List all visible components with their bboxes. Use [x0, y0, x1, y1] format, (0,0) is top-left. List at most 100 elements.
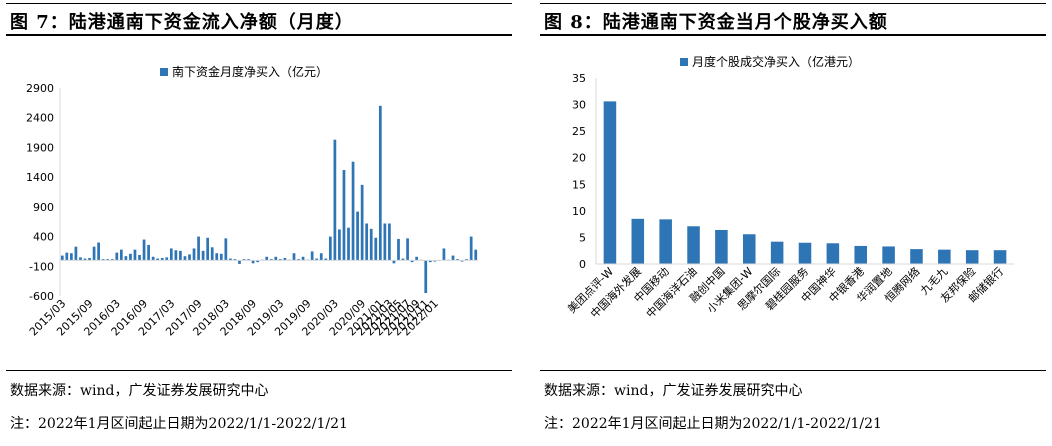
bar	[328, 236, 332, 261]
bar	[160, 257, 164, 261]
y-tick-label: 15	[572, 178, 586, 191]
bar	[151, 256, 155, 261]
bar	[124, 256, 128, 261]
bar	[388, 223, 391, 261]
bar	[465, 259, 469, 261]
right-figure-panel: 图 8：陆港通南下资金当月个股净买入额 月度个股成交净买入（亿港元） 0 5 10 1…	[534, 0, 1052, 446]
source-note: 数据来源：wind，广发证券发展研究中心	[544, 383, 803, 399]
bar	[274, 256, 278, 261]
top-rule	[540, 3, 1046, 4]
bar	[183, 256, 187, 261]
bar	[383, 223, 387, 261]
bar	[210, 247, 214, 261]
bar	[456, 259, 459, 261]
bar	[138, 254, 141, 261]
bar	[69, 253, 73, 261]
bar	[356, 211, 359, 261]
y-tick-label: 2900	[26, 82, 54, 95]
title-rule	[6, 34, 512, 36]
bar	[215, 253, 219, 261]
y-tick-label: 400	[33, 231, 54, 244]
bar	[301, 256, 305, 261]
bar	[238, 260, 241, 264]
bar-series	[603, 101, 1007, 264]
figure-title: 图 7：陆港通南下资金流入净额（月度）	[10, 12, 354, 33]
bar	[247, 259, 250, 261]
bar	[147, 244, 150, 261]
bar	[129, 253, 132, 261]
bar	[83, 258, 87, 261]
bar	[101, 259, 105, 261]
bar	[79, 257, 82, 261]
bar	[142, 239, 146, 261]
stock-net-buy-bar-chart: 月度个股成交净买入（亿港元） 0 5 10 15 20 25 30 35 美团点评-W中国海外…	[565, 54, 1014, 321]
bar	[715, 229, 728, 264]
bar	[192, 248, 196, 261]
bar	[770, 241, 784, 264]
legend-swatch	[160, 68, 168, 76]
y-tick-label: 1400	[26, 171, 54, 184]
bar	[392, 260, 396, 264]
bar	[74, 246, 78, 261]
bar	[119, 249, 123, 261]
y-tick-label: 20	[572, 152, 586, 165]
x-axis: 美团点评-W中国海外发展中国移动中国海洋石油融创中国小米集团-W思摩尔国际碧桂园…	[565, 263, 1014, 321]
bar	[297, 259, 300, 261]
chart-bottom-rule	[6, 370, 512, 371]
bar	[378, 105, 382, 261]
bar	[342, 170, 346, 261]
bar	[269, 259, 273, 261]
y-tick-label: 10	[572, 205, 586, 218]
bar	[165, 257, 169, 261]
bar	[401, 258, 405, 261]
bar	[659, 219, 672, 264]
y-tick-label: 35	[572, 72, 586, 85]
bar	[278, 259, 282, 261]
legend-swatch	[680, 58, 688, 66]
bar	[433, 260, 437, 262]
bar	[410, 260, 414, 263]
bar	[265, 256, 269, 261]
y-axis: -600 -100 400 900 1400 1900 2400 2900	[26, 82, 61, 303]
chart-bottom-rule	[540, 370, 1046, 371]
bar	[310, 251, 314, 261]
bar	[798, 242, 812, 264]
bar	[365, 223, 369, 261]
bar	[174, 250, 178, 261]
date-note: 注：2022年1月区间起止日期为2022/1/1-2022/1/21	[10, 416, 348, 432]
title-rule	[540, 34, 1046, 36]
bar	[442, 248, 446, 261]
bar	[369, 228, 373, 261]
bar	[224, 238, 228, 261]
bar	[133, 249, 137, 261]
bar	[687, 226, 700, 264]
bar	[229, 258, 232, 261]
bar	[219, 253, 223, 261]
bar	[333, 139, 337, 261]
top-rule	[6, 3, 512, 4]
y-tick-label: 0	[579, 258, 586, 271]
y-tick-label: 2400	[26, 112, 54, 125]
bar	[338, 229, 341, 261]
y-tick-label: 30	[572, 99, 586, 112]
bar	[206, 237, 210, 261]
bar	[965, 250, 979, 264]
bar	[156, 258, 160, 261]
legend-label: 南下资金月度净买入（亿元）	[172, 64, 328, 79]
bar	[882, 246, 895, 264]
bar	[351, 161, 355, 261]
bar	[97, 242, 100, 261]
date-note: 注：2022年1月区间起止日期为2022/1/1-2022/1/21	[544, 416, 882, 432]
bar	[283, 257, 287, 261]
bar	[460, 260, 464, 262]
bar	[374, 237, 378, 261]
bar	[233, 259, 237, 261]
bar	[115, 252, 119, 261]
bar	[360, 184, 364, 261]
y-axis: 0 5 10 15 20 25 30 35	[572, 72, 597, 271]
bar	[197, 236, 200, 261]
bar	[910, 249, 923, 264]
bar	[65, 252, 69, 261]
figure-title: 图 8：陆港通南下资金当月个股净买入额	[544, 12, 888, 33]
bar	[201, 250, 205, 261]
